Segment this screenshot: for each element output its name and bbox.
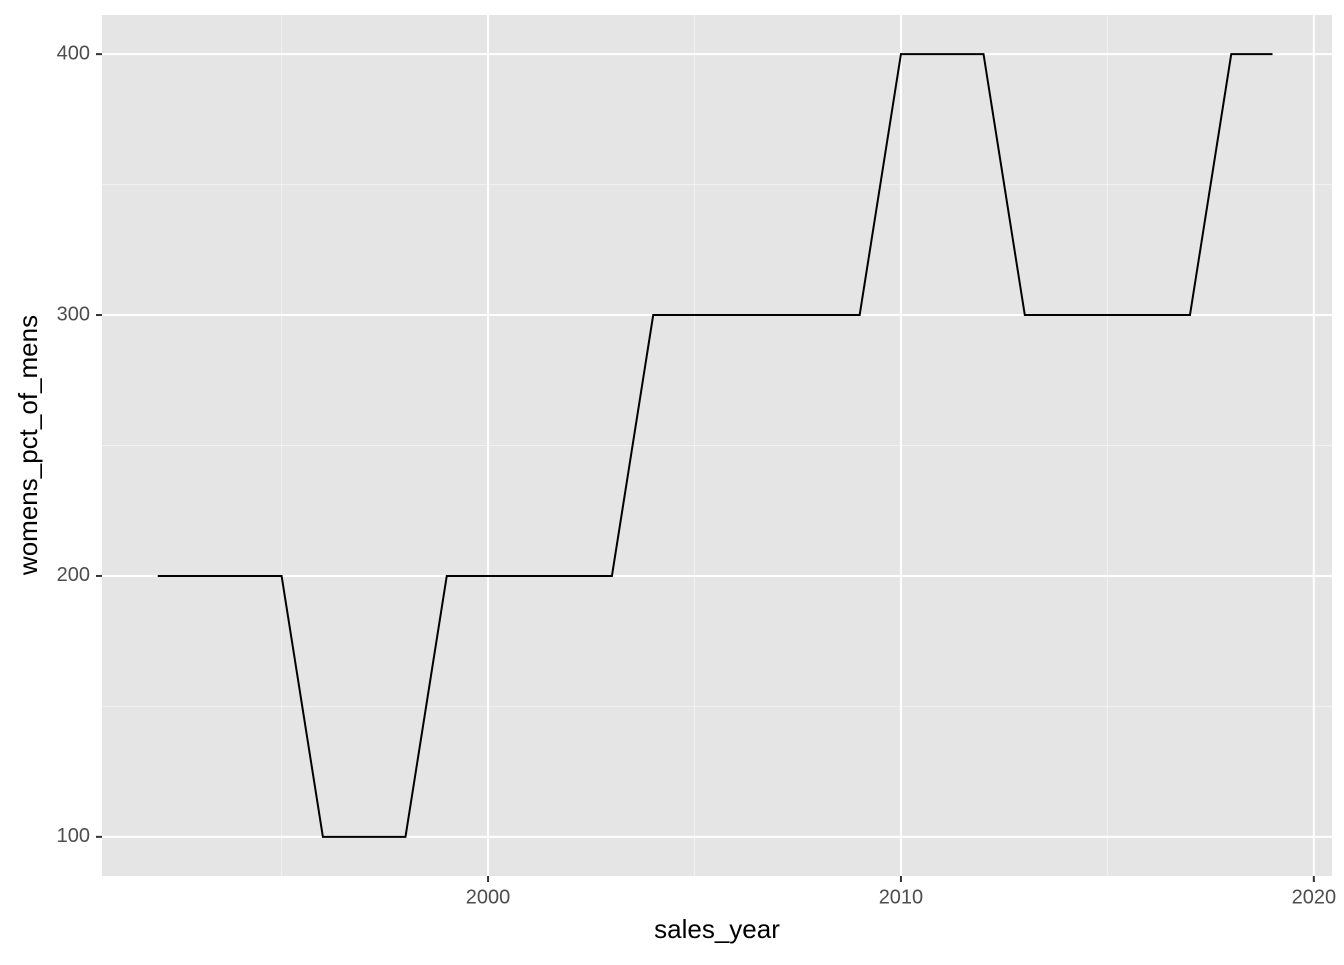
y-tick-label: 200 xyxy=(57,564,90,586)
x-tick-label: 2010 xyxy=(879,886,924,908)
y-tick-label: 400 xyxy=(57,42,90,64)
x-tick-label: 2020 xyxy=(1292,886,1337,908)
y-axis-title: womens_pct_of_mens xyxy=(13,315,43,576)
y-tick-label: 100 xyxy=(57,825,90,847)
y-tick-label: 300 xyxy=(57,303,90,325)
x-axis-title: sales_year xyxy=(654,914,780,944)
x-tick-label: 2000 xyxy=(466,886,511,908)
data-line xyxy=(157,53,1273,838)
